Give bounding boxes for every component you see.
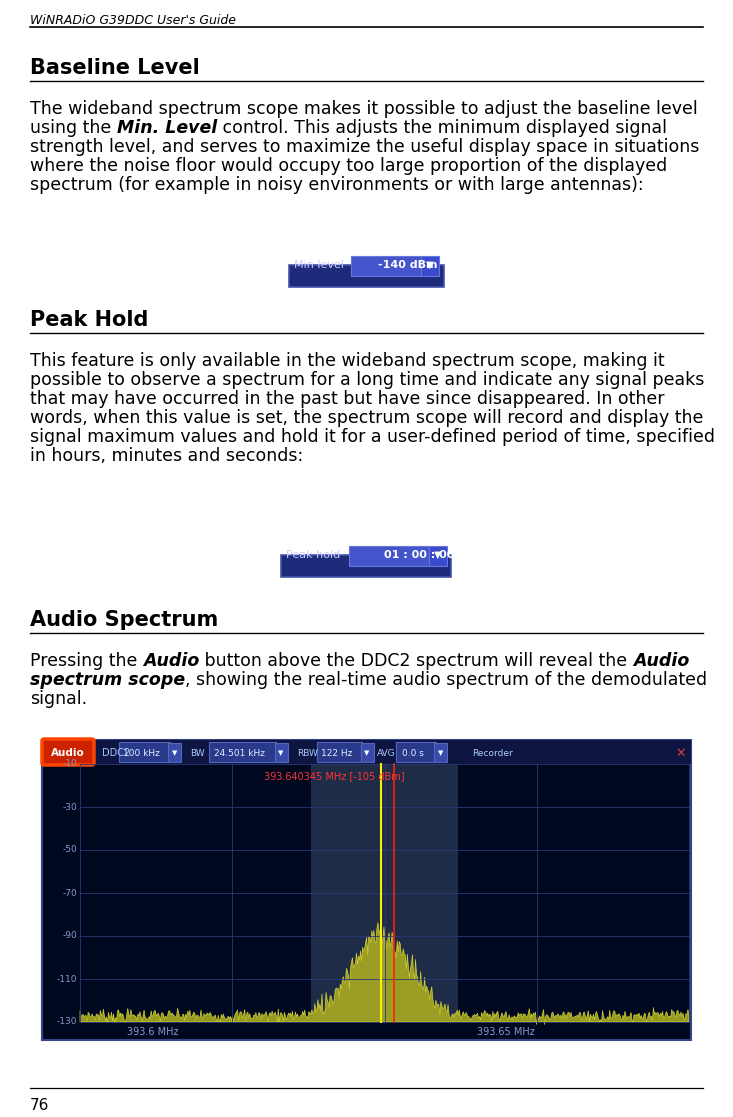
- Text: -30: -30: [62, 802, 77, 811]
- Text: Peak hold: Peak hold: [286, 550, 340, 560]
- Text: 122 Hz: 122 Hz: [321, 748, 352, 757]
- Bar: [421, 256, 439, 276]
- Text: RBW: RBW: [297, 748, 318, 757]
- Text: signal.: signal.: [30, 690, 87, 708]
- Text: ▼: ▼: [427, 260, 434, 270]
- Text: Peak Hold: Peak Hold: [30, 311, 148, 330]
- FancyBboxPatch shape: [42, 739, 94, 765]
- Text: 393.640345 MHz [-105 dBm]: 393.640345 MHz [-105 dBm]: [264, 771, 405, 781]
- Text: using the: using the: [30, 120, 117, 137]
- Text: Min. Level: Min. Level: [117, 120, 217, 137]
- Text: that may have occurred in the past but have since disappeared. In other: that may have occurred in the past but h…: [30, 390, 665, 408]
- Text: -130: -130: [56, 1018, 77, 1027]
- Text: Audio: Audio: [633, 652, 689, 670]
- Text: possible to observe a spectrum for a long time and indicate any signal peaks: possible to observe a spectrum for a lon…: [30, 371, 704, 389]
- Text: WiNRADiO G39DDC User's Guide: WiNRADiO G39DDC User's Guide: [30, 15, 236, 27]
- Text: ▼: ▼: [438, 750, 443, 756]
- FancyBboxPatch shape: [289, 265, 444, 287]
- Text: in hours, minutes and seconds:: in hours, minutes and seconds:: [30, 447, 303, 465]
- Text: Audio: Audio: [51, 748, 85, 758]
- Text: Audio: Audio: [143, 652, 199, 670]
- Text: 393.65 MHz: 393.65 MHz: [477, 1027, 535, 1037]
- Text: 24.501 kHz: 24.501 kHz: [214, 748, 265, 757]
- Bar: [42, 739, 691, 1040]
- Text: button above the DDC2 spectrum will reveal the: button above the DDC2 spectrum will reve…: [199, 652, 633, 670]
- Text: Baseline Level: Baseline Level: [30, 58, 200, 78]
- Text: ▼: ▼: [172, 750, 177, 756]
- Text: control. This adjusts the minimum displayed signal: control. This adjusts the minimum displa…: [217, 120, 667, 137]
- Text: -70: -70: [62, 888, 77, 897]
- Text: strength level, and serves to maximize the useful display space in situations: strength level, and serves to maximize t…: [30, 139, 699, 156]
- Text: ▼: ▼: [279, 750, 284, 756]
- Text: spectrum (for example in noisy environments or with large antennas):: spectrum (for example in noisy environme…: [30, 176, 644, 194]
- Text: , showing the real-time audio spectrum of the demodulated: , showing the real-time audio spectrum o…: [185, 671, 707, 689]
- Text: -10: -10: [62, 760, 77, 768]
- Text: -140 dBm: -140 dBm: [378, 260, 438, 270]
- Text: 0.0 s: 0.0 s: [402, 748, 424, 757]
- FancyBboxPatch shape: [317, 742, 362, 762]
- Text: 393.6 MHz: 393.6 MHz: [128, 1027, 179, 1037]
- Text: 76: 76: [30, 1098, 49, 1113]
- Bar: [312, 764, 457, 1022]
- Text: 01 : 00 : 00: 01 : 00 : 00: [384, 550, 454, 560]
- Text: BW: BW: [190, 748, 205, 757]
- Text: DDC2: DDC2: [102, 748, 130, 758]
- Text: Min level: Min level: [294, 260, 344, 270]
- Text: ▼: ▼: [434, 550, 442, 560]
- Text: Pressing the: Pressing the: [30, 652, 143, 670]
- FancyBboxPatch shape: [434, 743, 447, 762]
- Text: where the noise floor would occupy too large proportion of the displayed: where the noise floor would occupy too l…: [30, 157, 667, 175]
- Bar: [349, 546, 429, 566]
- FancyBboxPatch shape: [361, 743, 374, 762]
- Text: ✕: ✕: [676, 746, 686, 760]
- Polygon shape: [80, 923, 689, 1024]
- FancyBboxPatch shape: [281, 555, 451, 577]
- Text: The wideband spectrum scope makes it possible to adjust the baseline level: The wideband spectrum scope makes it pos…: [30, 101, 698, 118]
- Text: signal maximum values and hold it for a user-defined period of time, specified: signal maximum values and hold it for a …: [30, 428, 715, 446]
- FancyBboxPatch shape: [396, 742, 435, 762]
- Text: This feature is only available in the wideband spectrum scope, making it: This feature is only available in the wi…: [30, 352, 665, 370]
- Text: ▼: ▼: [364, 750, 369, 756]
- Text: Audio Spectrum: Audio Spectrum: [30, 610, 218, 630]
- Text: -110: -110: [56, 974, 77, 983]
- Bar: [429, 546, 447, 566]
- FancyBboxPatch shape: [209, 742, 276, 762]
- FancyBboxPatch shape: [168, 743, 181, 762]
- Text: 100 kHz: 100 kHz: [123, 748, 160, 757]
- FancyBboxPatch shape: [274, 743, 287, 762]
- Text: -90: -90: [62, 932, 77, 941]
- Text: words, when this value is set, the spectrum scope will record and display the: words, when this value is set, the spect…: [30, 409, 704, 427]
- FancyBboxPatch shape: [119, 742, 169, 762]
- Bar: [351, 256, 421, 276]
- Text: Recorder: Recorder: [472, 748, 513, 757]
- Text: spectrum scope: spectrum scope: [30, 671, 185, 689]
- Text: -50: -50: [62, 846, 77, 855]
- Bar: [42, 739, 691, 764]
- Text: AVG: AVG: [377, 748, 396, 757]
